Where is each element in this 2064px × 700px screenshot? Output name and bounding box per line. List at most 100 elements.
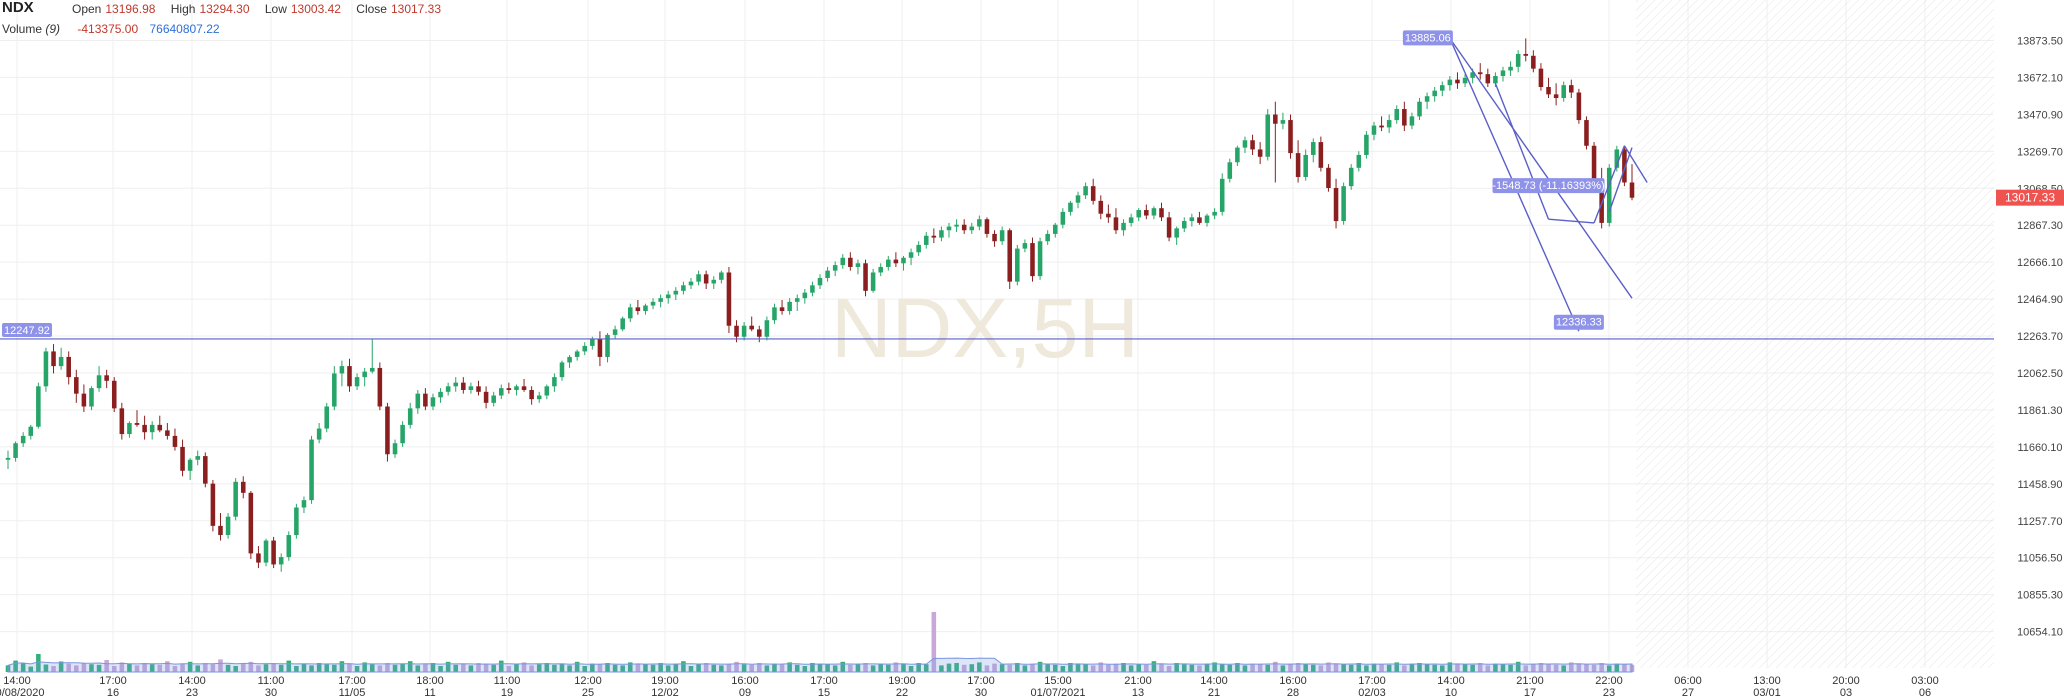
volume-bar: [1326, 662, 1331, 672]
candle-body: [1098, 200, 1104, 214]
candle-body: [628, 307, 633, 319]
volume-bar: [574, 661, 580, 672]
volume-bar: [825, 664, 830, 672]
volume-bar: [392, 664, 398, 672]
volume-bar: [1546, 664, 1551, 672]
candle-body: [1326, 167, 1331, 188]
candle-body: [1030, 243, 1035, 277]
volume-bar: [453, 664, 459, 672]
volume-bar: [529, 665, 534, 672]
x-tick-label: 11:00: [258, 675, 285, 687]
candle-body: [1447, 79, 1453, 86]
candle-body: [1508, 66, 1513, 71]
x-tick-label: 12/02: [651, 687, 679, 699]
volume-bar: [1477, 663, 1483, 672]
hline-label: 12247.92: [4, 325, 50, 337]
volume-bar: [36, 654, 41, 672]
candle-body: [1090, 186, 1096, 201]
volume-bar: [817, 663, 823, 672]
volume-bar: [886, 664, 891, 672]
volume-bar: [848, 664, 853, 672]
candle-body: [536, 395, 542, 400]
volume-bar: [423, 664, 428, 672]
candle-body: [1424, 96, 1430, 102]
volume-bar: [1310, 664, 1316, 672]
candle-body: [1485, 74, 1491, 84]
candle-body: [825, 270, 830, 278]
high-value: 13294.30: [199, 2, 250, 16]
candle-body: [582, 345, 588, 352]
annotation-label: -1548.73 (-11.16393%): [1492, 180, 1604, 192]
candle-body: [1052, 224, 1058, 234]
volume-bar: [612, 664, 618, 672]
candle-body: [1136, 210, 1142, 218]
volume-bar: [764, 665, 770, 672]
candle-body: [794, 298, 800, 302]
volume-bar: [43, 664, 49, 672]
x-tick-label: 02/03: [1358, 687, 1386, 699]
volume-bar: [225, 664, 231, 672]
volume-bar: [605, 663, 610, 672]
x-tick-label: 21: [1208, 687, 1220, 699]
x-tick-label: 21:00: [1516, 675, 1544, 687]
volume-bar: [1128, 665, 1134, 672]
candle-body: [1591, 145, 1597, 179]
volume-bar: [1515, 661, 1521, 672]
candle-body: [483, 391, 489, 403]
candle-body: [977, 219, 982, 227]
volume-bar: [324, 664, 330, 672]
candle-body: [347, 366, 352, 387]
candle-body: [658, 298, 663, 302]
candle-body: [1068, 202, 1073, 212]
candle-body: [1212, 211, 1217, 216]
symbol-label[interactable]: NDX: [2, 0, 34, 16]
candle-body: [1280, 120, 1286, 124]
candle-body: [878, 266, 883, 273]
x-tick-label: 13:00: [1753, 675, 1781, 687]
candle-body: [89, 388, 94, 407]
candle-body: [567, 356, 572, 363]
volume-bar: [1606, 665, 1612, 672]
volume-bar: [271, 663, 276, 672]
annotation-label: 13885.06: [1405, 32, 1451, 44]
volume-bar: [665, 665, 671, 672]
volume-bar: [1591, 664, 1597, 672]
volume-bar: [81, 663, 87, 672]
annotation-bg: [1402, 30, 1453, 46]
volume-bar: [1068, 663, 1073, 672]
candle-body: [552, 377, 557, 387]
candle-body: [999, 230, 1005, 242]
volume-period: (9): [45, 22, 61, 36]
x-tick-label: 14:00: [178, 675, 206, 687]
x-tick-label: 09: [739, 687, 751, 699]
volume-bar: [1174, 663, 1179, 672]
volume-bar: [1159, 663, 1164, 672]
volume-bar: [787, 662, 792, 672]
y-tick-label: 12263.70: [2017, 331, 2063, 343]
volume-bar: [1531, 663, 1536, 672]
volume-bar: [248, 661, 254, 672]
volume-bar: [703, 663, 709, 672]
candle-body: [1235, 147, 1240, 163]
volume-bar: [984, 665, 990, 672]
volume-bar: [339, 661, 345, 672]
volume-bar: [1219, 664, 1225, 672]
current-price-tag-bg: [1996, 189, 2064, 206]
candle-body: [749, 325, 754, 330]
volume-bar: [180, 663, 185, 672]
candle-body: [544, 386, 550, 396]
volume-label[interactable]: Volume: [2, 22, 43, 36]
volume-bar: [1098, 662, 1104, 672]
x-tick-label: 11:00: [494, 675, 521, 687]
x-tick-label: 25: [582, 687, 594, 699]
volume-bar: [590, 663, 595, 672]
volume-bar: [688, 666, 694, 672]
candle-body: [1318, 142, 1324, 168]
candle-body: [969, 226, 975, 231]
trend-line: [1548, 218, 1595, 224]
candle-body: [681, 285, 686, 291]
volume-bar: [559, 663, 565, 672]
volume-bar: [1045, 664, 1050, 672]
candle-body: [886, 259, 891, 267]
